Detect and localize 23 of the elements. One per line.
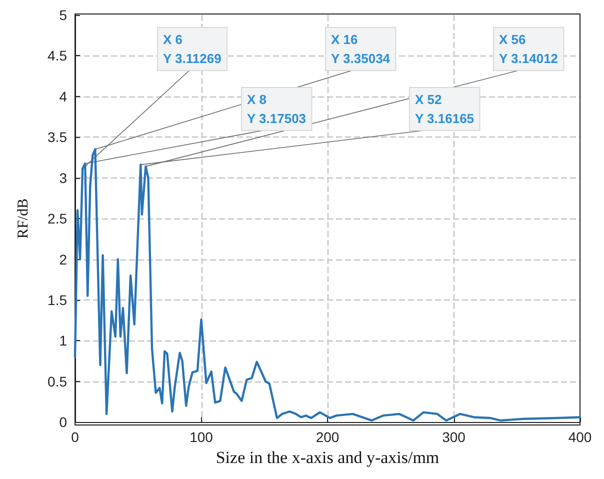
annotation: X 16 Y 3.35034 <box>331 32 391 66</box>
y-tick-label: 4.5 <box>48 48 68 64</box>
y-tick-label: 3 <box>59 170 68 186</box>
x-tick-label: 400 <box>568 429 592 446</box>
annotation: X 8 Y 3.17503 <box>247 92 306 126</box>
y-tick-label: 2 <box>59 251 68 268</box>
y-tick-label: 1 <box>59 332 68 349</box>
x-tick-label: 0 <box>71 429 80 446</box>
y-tick-label: 5 <box>59 7 68 23</box>
x-tick-label: 300 <box>442 429 466 446</box>
x-tick-label: 100 <box>190 429 214 446</box>
y-tick-label: 1.5 <box>48 292 68 308</box>
y-axis-title: RF/dB <box>16 198 32 239</box>
annotation: X 6 Y 3.11269 <box>163 32 222 66</box>
y-tick-label: 2.5 <box>48 210 68 227</box>
y-tick-label: 0.5 <box>48 373 68 390</box>
y-tick-label: 0 <box>59 414 68 430</box>
x-tick-label: 200 <box>316 429 340 446</box>
annotation: X 56 Y 3.14012 <box>499 32 558 66</box>
x-axis-title: Size in the x-axis and y-axis/mm <box>216 448 440 467</box>
y-tick-label: 3.5 <box>48 129 68 146</box>
annotation: X 52 Y 3.16165 <box>415 92 474 126</box>
y-tick-label: 4 <box>59 88 68 104</box>
